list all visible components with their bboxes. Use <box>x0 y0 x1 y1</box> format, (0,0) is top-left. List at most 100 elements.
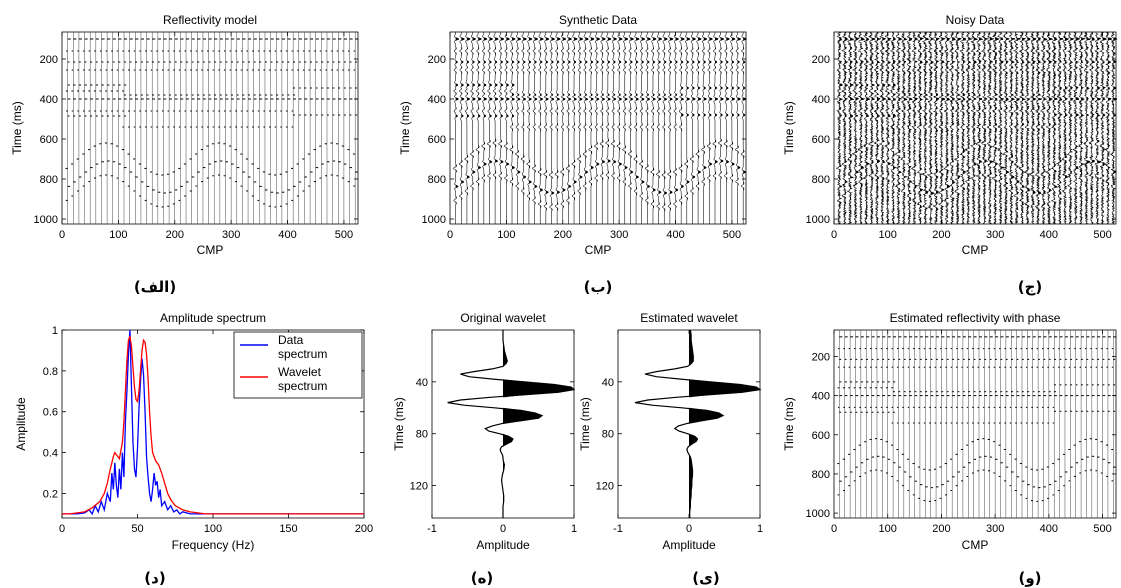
trace <box>684 32 691 224</box>
trace-fill <box>866 32 870 224</box>
x-tick-label: 500 <box>335 229 353 241</box>
x-tick-label: 300 <box>986 523 1004 535</box>
panel-original-wavelet: -1 0 1 40 80 120 Original wavelet Amplitude T… <box>392 311 577 587</box>
trace <box>718 31 724 224</box>
legend-label-data: Data spectrum <box>278 333 327 361</box>
trace <box>851 31 860 225</box>
x-tick-label: 0 <box>831 523 837 535</box>
trace <box>582 32 589 224</box>
trace <box>932 31 941 225</box>
x-tick-label: 200 <box>554 229 572 241</box>
x-tick-label: 200 <box>166 229 184 241</box>
trace <box>1109 31 1118 225</box>
trace <box>986 31 995 225</box>
trace <box>862 31 871 225</box>
x-tick-label: 400 <box>1040 523 1058 535</box>
x-tick-label: 100 <box>204 523 222 535</box>
trace <box>1083 31 1092 225</box>
trace <box>1088 31 1096 225</box>
trace <box>571 31 578 224</box>
trace-layer <box>65 32 359 224</box>
trace <box>537 32 544 224</box>
panel-caption: (د) <box>144 569 165 587</box>
legend: Data spectrum Wavelet spectrum <box>233 331 363 399</box>
trace-layer <box>453 31 747 224</box>
series-wavelet-spectrum <box>62 335 364 515</box>
trace <box>981 31 989 225</box>
trace <box>639 32 645 224</box>
x-axis-label: Amplitude <box>662 538 716 552</box>
trace <box>964 31 974 225</box>
trace-fill <box>664 32 668 224</box>
x-axis-label: CMP <box>197 243 224 257</box>
y-tick-label: 600 <box>812 134 830 146</box>
chart-title: Estimated reflectivity with phase <box>890 311 1061 325</box>
trace <box>921 31 931 225</box>
trace <box>1072 31 1080 225</box>
panel-estimated-reflectivity: 0 100 200 300 400 500 200 400 600 800 1000 Estimat… <box>782 311 1117 587</box>
x-tick-label: 500 <box>1093 523 1111 535</box>
x-tick-label: 50 <box>131 523 143 535</box>
trace <box>835 31 844 225</box>
y-tick-label: 800 <box>812 469 830 481</box>
legend-box <box>233 331 363 399</box>
x-tick-label: 500 <box>1093 229 1111 241</box>
plot-area <box>833 329 1117 519</box>
trace-layer <box>837 330 1117 518</box>
trace <box>1018 31 1027 225</box>
x-tick-label: -1 <box>613 523 623 535</box>
tick-layer: 0 100 200 300 400 500 200 400 600 800 1000 <box>806 32 1116 241</box>
trace <box>588 32 595 224</box>
tick-layer: 0 50 100 150 200 0.2 0.4 0.6 0.8 1 <box>43 325 373 535</box>
x-tick-label: 400 <box>278 229 296 241</box>
trace <box>868 31 876 225</box>
trace <box>543 31 550 224</box>
trace <box>873 31 882 225</box>
trace <box>1104 31 1113 225</box>
series-layer <box>62 329 364 516</box>
y-axis-label: Time (ms) <box>398 101 412 155</box>
x-tick-label: 100 <box>879 523 897 535</box>
trace <box>1050 31 1059 225</box>
trace <box>605 31 612 224</box>
trace <box>464 32 471 224</box>
y-tick-label: 40 <box>602 377 614 389</box>
panel-caption: (ج) <box>1018 278 1043 296</box>
x-axis-label: Amplitude <box>476 538 530 552</box>
wavelet-curve <box>447 330 576 518</box>
trace <box>678 32 685 224</box>
trace <box>1077 31 1086 225</box>
trace <box>1093 31 1102 225</box>
trace <box>857 31 866 225</box>
trace <box>969 31 978 225</box>
trace <box>622 32 629 224</box>
trace <box>1099 31 1108 225</box>
chart-title: Original wavelet <box>460 311 546 325</box>
trace <box>1007 31 1016 225</box>
trace <box>549 32 555 224</box>
trace <box>453 31 459 224</box>
legend-label-line: Data <box>278 333 304 347</box>
y-tick-label: 1 <box>52 325 58 337</box>
tick-layer: -1 0 1 40 80 120 <box>410 330 577 535</box>
trace <box>695 32 702 224</box>
y-tick-label: 400 <box>40 94 58 106</box>
trace <box>1056 31 1064 225</box>
y-tick-label: 600 <box>812 430 830 442</box>
x-tick-label: 200 <box>932 229 950 241</box>
panel-noisy-data: 0 100 200 300 400 500 200 400 600 800 1000 Noisy D… <box>782 13 1118 296</box>
y-tick-label: 600 <box>40 134 58 146</box>
wavelet-layer <box>447 330 576 518</box>
x-tick-label: -1 <box>427 523 437 535</box>
y-tick-label: 600 <box>428 134 446 146</box>
chart-title: Reflectivity model <box>163 13 257 27</box>
y-tick-label: 80 <box>602 429 614 441</box>
trace <box>520 32 527 224</box>
panel-caption: (ه) <box>471 569 494 587</box>
trace <box>900 31 908 225</box>
y-tick-label: 200 <box>428 54 446 66</box>
trace <box>1023 31 1031 225</box>
trace-layer <box>835 31 1118 225</box>
trace <box>661 31 668 224</box>
